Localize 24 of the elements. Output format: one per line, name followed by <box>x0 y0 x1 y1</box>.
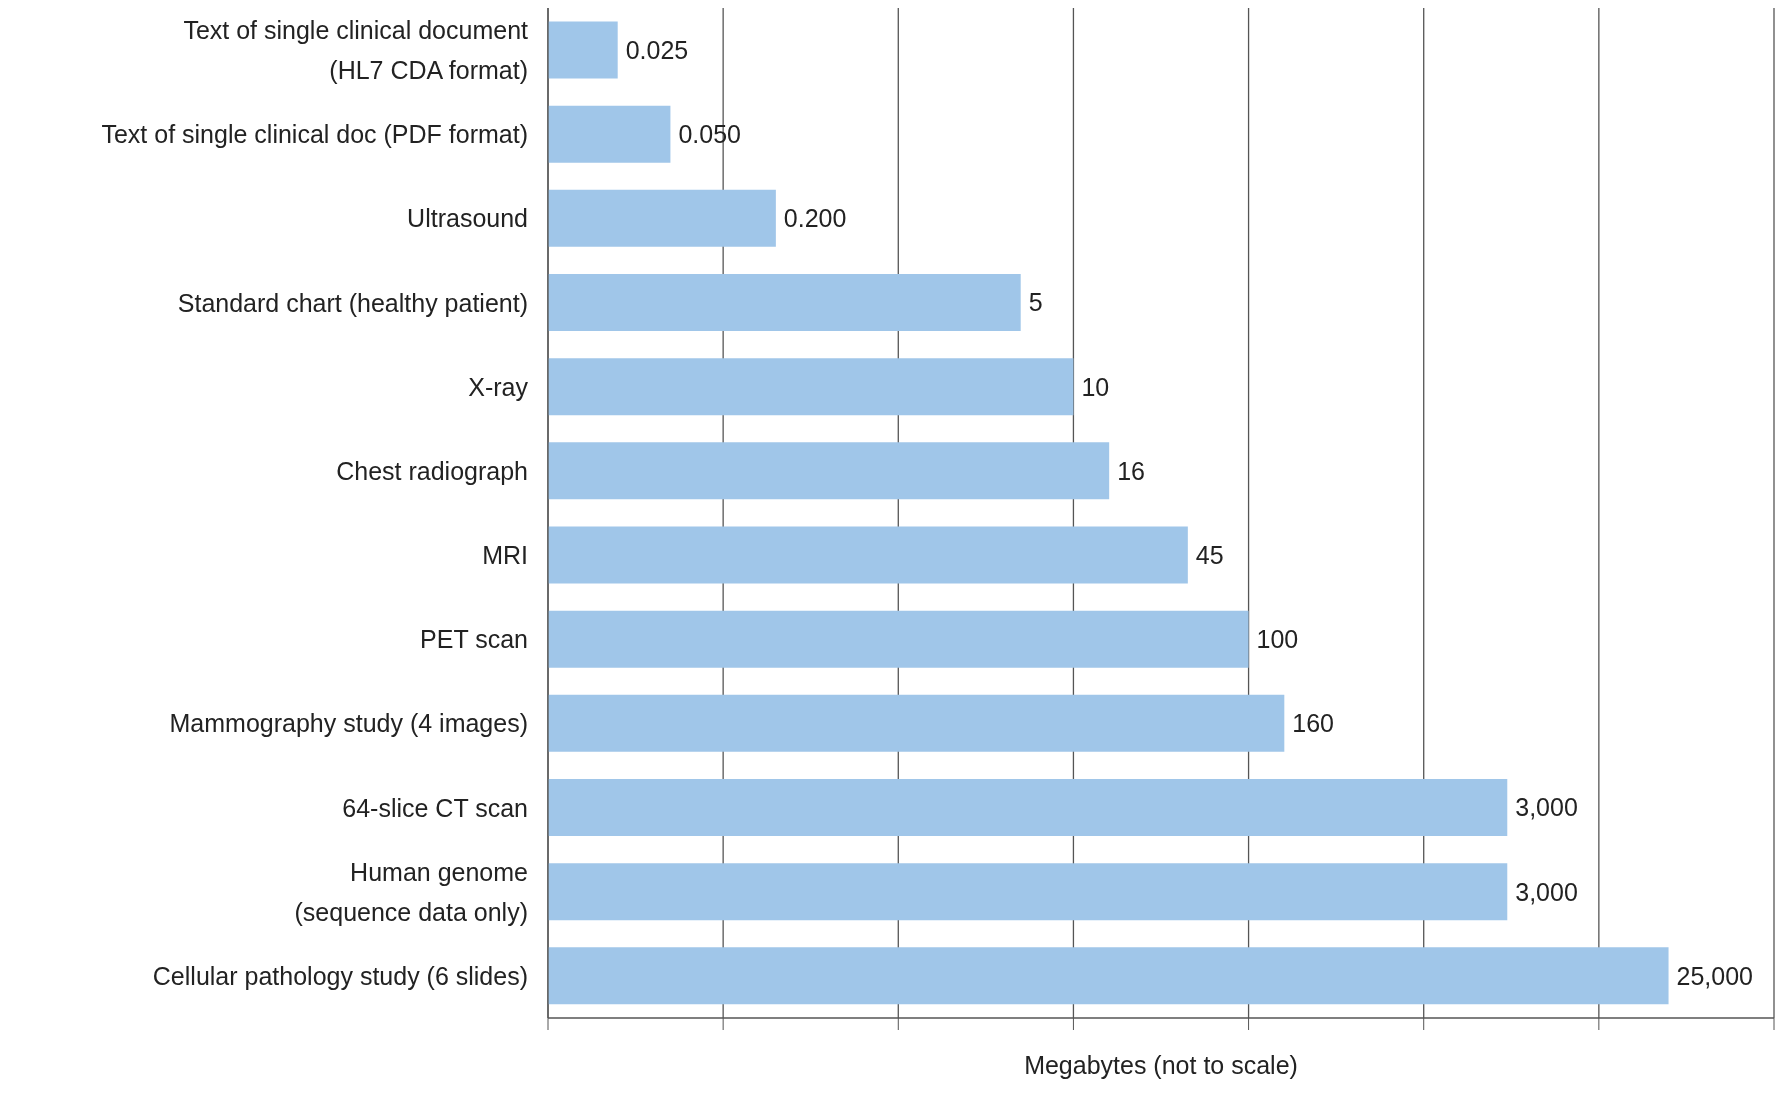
data-label: 25,000 <box>1676 961 1754 990</box>
data-label: 0.025 <box>625 35 689 64</box>
y-tick-label: X-ray <box>468 372 529 401</box>
y-tick-label: Standard chart (healthy patient) <box>177 288 528 317</box>
y-tick-label: Text of single clinical doc (PDF format) <box>101 120 528 149</box>
y-tick-label: MRI <box>482 541 528 570</box>
y-tick-label: 64-slice CT scan <box>342 793 528 822</box>
data-label: 3,000 <box>1515 793 1578 822</box>
y-tick-label: Human genome (sequence data only) <box>294 857 528 926</box>
data-label: 3,000 <box>1515 877 1578 906</box>
data-label: 16 <box>1117 456 1145 485</box>
y-tick-label: Mammography study (4 images) <box>169 709 528 738</box>
data-label: 100 <box>1256 625 1299 654</box>
data-label: 45 <box>1195 540 1224 569</box>
data-label: 5 <box>1028 288 1043 317</box>
y-tick-label: Cellular pathology study (6 slides) <box>152 961 528 990</box>
data-label: 160 <box>1292 709 1335 738</box>
data-label: 0.200 <box>783 204 847 233</box>
y-tick-label: Ultrasound <box>407 204 528 233</box>
data-label: 10 <box>1081 372 1110 401</box>
x-axis-title: Megabytes (not to scale) <box>1024 1051 1298 1079</box>
y-tick-label: PET scan <box>420 625 528 654</box>
y-tick-label: Chest radiograph <box>336 456 528 485</box>
y-tick-label: Text of single clinical document (HL7 CDA format) <box>183 16 529 85</box>
